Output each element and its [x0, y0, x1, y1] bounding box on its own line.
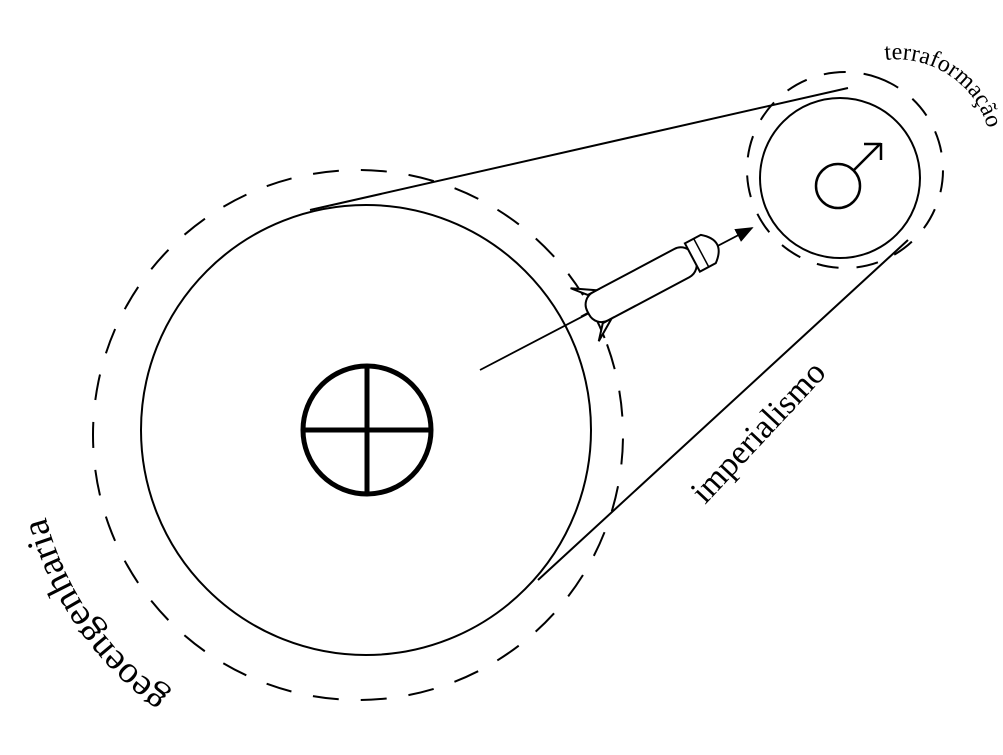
earth-region-label: geoengenharia — [14, 514, 175, 722]
mars-symbol-icon — [814, 142, 883, 210]
mars-circle — [759, 97, 921, 259]
earth-circle — [140, 204, 592, 656]
rocket-icon — [570, 233, 720, 342]
upper-tangent-line — [309, 87, 849, 211]
mars-halo-dashed — [746, 71, 944, 269]
earth-symbol-icon — [300, 363, 434, 497]
mars-region-label: terraformação — [883, 39, 1003, 130]
lower-tangent-line — [537, 239, 909, 581]
earth-halo-dashed — [92, 169, 624, 701]
